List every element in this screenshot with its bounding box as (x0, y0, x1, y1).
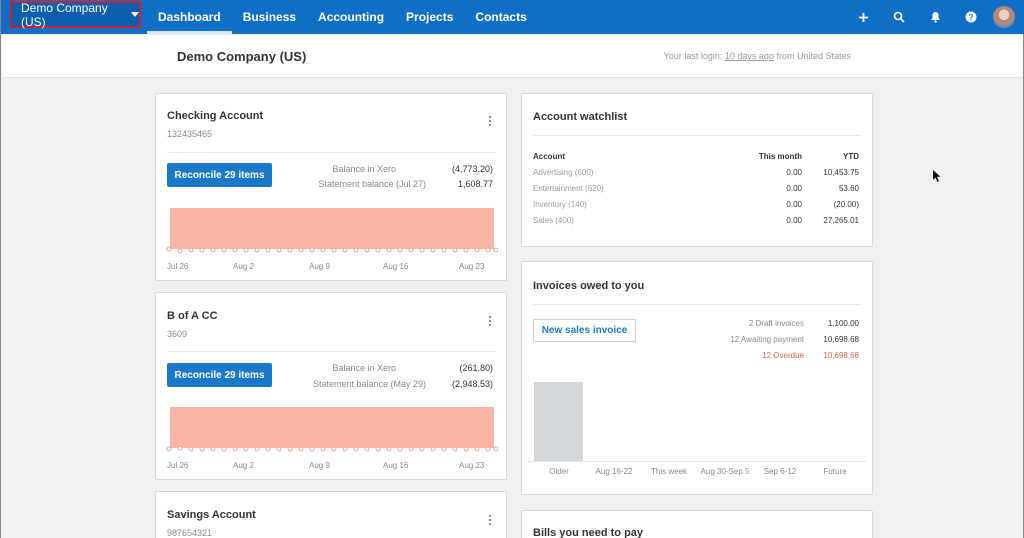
column-header-account: Account (533, 152, 565, 161)
invoices-title: Invoices owed to you (533, 280, 645, 292)
watchlist-this-month: 0.00 (786, 200, 802, 209)
balance-sparkline-chart (166, 407, 498, 452)
mouse-cursor-icon (933, 170, 941, 182)
awaiting-payment-link[interactable]: 12 Awaiting payment (730, 335, 804, 344)
watchlist-account-link[interactable]: Sales (400) (533, 216, 574, 225)
watchlist-ytd: 53.60 (838, 184, 859, 193)
watchlist-this-month: 0.00 (786, 216, 802, 225)
account-number: 3609 (167, 329, 188, 339)
chart-x-label: Aug 16 (383, 461, 409, 470)
top-navigation: Demo Company (US) Dashboard Business Acc… (1, 0, 1024, 34)
invoice-chart-x-label: Sep 6-12 (763, 467, 797, 476)
bills-title: Bills you need to pay (533, 527, 644, 538)
chart-x-label: Aug 9 (309, 461, 330, 470)
divider (533, 135, 861, 136)
chart-x-label: Aug 2 (233, 461, 254, 470)
chart-x-label: Aug 2 (233, 262, 254, 271)
bills-to-pay-card: Bills you need to pay (521, 510, 873, 538)
statement-balance-label: Statement balance (May 29) (312, 379, 426, 389)
last-login-info: Your last login: 10 days ago from United… (663, 51, 851, 61)
chart-baseline (528, 461, 866, 462)
balance-in-xero-label: Balance in Xero (332, 164, 396, 174)
nav-actions: ? (845, 0, 1024, 34)
invoices-owed-card: Invoices owed to you New sales invoice 2… (521, 261, 873, 495)
bank-account-card-checking: Checking Account 132435465 Reconcile 29 … (155, 93, 507, 281)
more-options-icon[interactable] (488, 116, 492, 126)
invoice-chart-x-label: Aug 16-22 (595, 467, 633, 476)
new-sales-invoice-button[interactable]: New sales invoice (533, 319, 636, 342)
watchlist-ytd: (20.00) (833, 200, 859, 209)
org-switcher-label: Demo Company (US) (21, 0, 108, 29)
watchlist-this-month: 0.00 (786, 168, 802, 177)
balance-in-xero-value: (4,773.20) (451, 164, 493, 174)
invoice-chart-x-label: Older (549, 467, 569, 476)
tab-contacts[interactable]: Contacts (475, 10, 527, 24)
last-login-link[interactable]: 10 days ago (724, 51, 774, 61)
awaiting-payment-value: 10,698.68 (823, 335, 859, 344)
tab-business[interactable]: Business (242, 10, 297, 24)
nav-tabs: Dashboard Business Accounting Projects C… (147, 0, 538, 34)
watchlist-ytd: 27,265.01 (823, 216, 859, 225)
watchlist-this-month: 0.00 (786, 184, 802, 193)
balance-sparkline-chart (166, 208, 498, 254)
overdue-invoices-value: 10,698.68 (823, 351, 859, 360)
svg-text:?: ? (969, 13, 974, 22)
account-name[interactable]: Checking Account (167, 110, 264, 122)
account-name[interactable]: Savings Account (167, 509, 256, 521)
more-options-icon[interactable] (488, 515, 492, 525)
column-header-ytd: YTD (843, 152, 859, 161)
chart-x-label: Jul 26 (167, 461, 189, 470)
org-switcher[interactable]: Demo Company (US) (10, 0, 141, 29)
balance-in-xero-value: (261.80) (459, 363, 493, 373)
search-icon[interactable] (881, 0, 917, 34)
invoice-bar-older[interactable] (534, 382, 583, 461)
invoice-chart-x-label: This week (650, 467, 687, 476)
account-number: 132435465 (167, 129, 213, 139)
watchlist-account-link[interactable]: Advertising (600) (533, 168, 594, 177)
tab-dashboard[interactable]: Dashboard (147, 0, 232, 34)
watchlist-account-link[interactable]: Inventory (140) (533, 200, 587, 209)
statement-balance-value: 1,608.77 (457, 179, 493, 189)
reconcile-button[interactable]: Reconcile 29 items (167, 163, 272, 187)
bank-account-card-savings: Savings Account 987654321 (155, 491, 507, 538)
chart-x-label: Aug 23 (459, 461, 485, 470)
overdue-invoices-link[interactable]: 12 Overdue (762, 351, 804, 360)
chart-x-label: Aug 16 (383, 262, 409, 271)
bank-account-card-bofa: B of A CC 3609 Reconcile 29 items Balanc… (155, 292, 507, 480)
reconcile-button[interactable]: Reconcile 29 items (167, 363, 272, 387)
draft-invoices-link[interactable]: 2 Draft invoices (748, 319, 804, 328)
chevron-down-icon (131, 12, 139, 17)
watchlist-ytd: 10,453.75 (823, 168, 859, 177)
account-watchlist-card: Account watchlist Account This month YTD… (521, 93, 873, 247)
divider (167, 351, 495, 352)
account-name[interactable]: B of A CC (167, 310, 218, 322)
balance-in-xero-label: Balance in Xero (332, 363, 396, 373)
watchlist-account-link[interactable]: Entertainment (620) (533, 184, 604, 193)
invoice-chart-x-label: Aug 30-Sep 5 (700, 467, 750, 476)
chart-x-label: Jul 26 (167, 262, 189, 271)
account-number: 987654321 (167, 528, 213, 538)
tab-projects[interactable]: Projects (406, 10, 454, 24)
tab-accounting[interactable]: Accounting (318, 10, 385, 24)
chart-x-label: Aug 23 (459, 262, 485, 271)
statement-balance-label: Statement balance (Jul 27) (318, 179, 426, 189)
page-title: Demo Company (US) (177, 49, 307, 64)
help-icon[interactable]: ? (953, 0, 989, 34)
column-header-this-month: This month (758, 152, 802, 161)
statement-balance-value: (2,948.53) (451, 379, 493, 389)
page-header: Demo Company (US) Your last login: 10 da… (2, 35, 1023, 78)
watchlist-title: Account watchlist (533, 111, 628, 123)
avatar[interactable] (993, 6, 1015, 28)
chart-x-label: Aug 9 (309, 262, 330, 271)
divider (167, 152, 495, 153)
plus-icon[interactable] (845, 0, 881, 34)
invoice-chart-x-label: Future (823, 467, 847, 476)
divider (533, 304, 861, 305)
bell-icon[interactable] (917, 0, 953, 34)
more-options-icon[interactable] (488, 316, 492, 326)
draft-invoices-value: 1,100.00 (827, 319, 859, 328)
